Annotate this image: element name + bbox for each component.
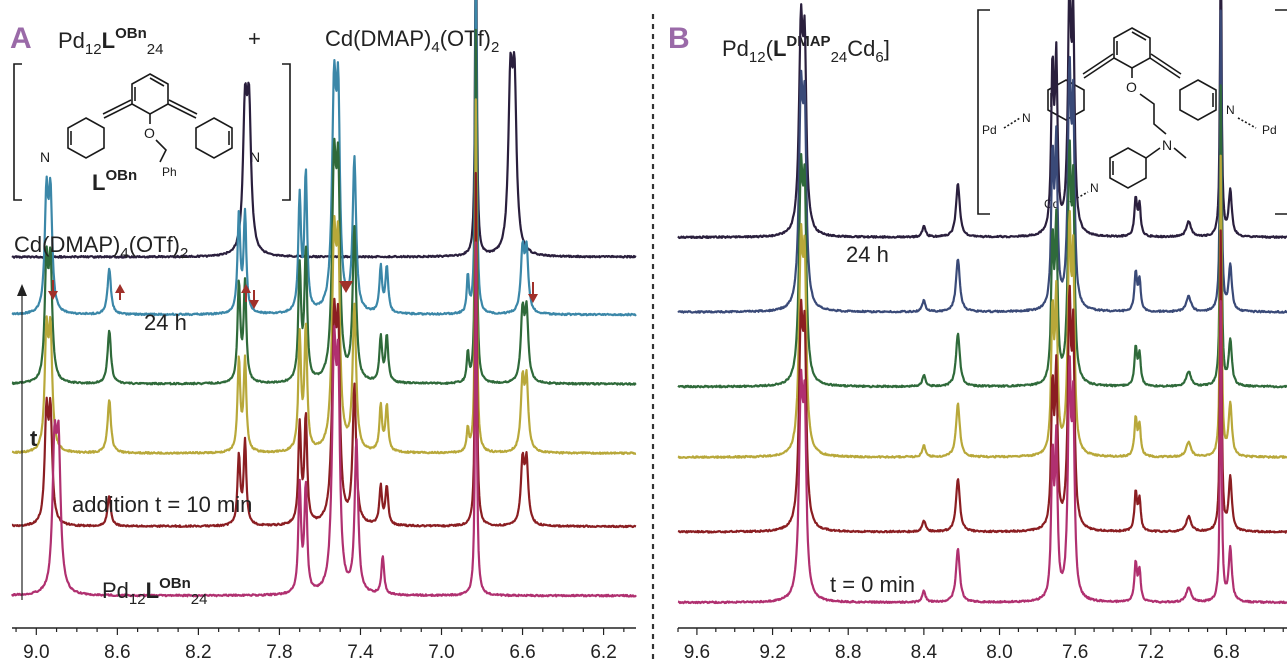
panel-b-title: Pd12(LDMAP24Cd6] xyxy=(722,33,890,66)
spectrum-trace-a-5 xyxy=(11,171,637,529)
panel-b-x-axis: 9.6 9.2 8.8 8.4 8.0 7.6 7.2 6.8 xyxy=(677,627,1287,663)
x-tick-label: 6.6 xyxy=(509,642,535,663)
spectrum-trace-a-1 xyxy=(11,0,637,259)
x-tick-label: 8.6 xyxy=(104,642,130,663)
x-tick-label: 9.2 xyxy=(759,642,785,663)
panel-a-letter: A xyxy=(10,22,32,55)
central-ring-b xyxy=(1113,27,1151,69)
x-tick-label: 8.8 xyxy=(835,642,861,663)
bottom-pyridine-b xyxy=(1109,147,1147,189)
spectrum-trace-b-1 xyxy=(677,0,1287,240)
x-tick-label: 6.8 xyxy=(1213,642,1239,663)
x-tick-label: 7.8 xyxy=(266,642,292,663)
right-pyridine xyxy=(195,117,233,159)
panel-a-trace-labels: Cd(DMAP)4(OTf)2 24 h addition t = 10 min… xyxy=(14,232,252,608)
x-tick-label: 7.0 xyxy=(428,642,454,663)
spectrum-trace-b-6 xyxy=(677,300,1287,605)
atom-n-right: N xyxy=(250,149,260,165)
atom-n-bottom: N xyxy=(1090,181,1099,195)
spectrum-trace-a-4 xyxy=(11,98,637,456)
atom-o: O xyxy=(144,125,155,141)
spectrum-trace-a-3 xyxy=(11,28,637,386)
panel-b-header: B Pd12(LDMAP24Cd6] xyxy=(668,22,890,66)
label-cd-reagent: Cd(DMAP)4(OTf)2 xyxy=(14,232,188,262)
panel-b-trace-labels: 24 h t = 0 min xyxy=(830,242,915,597)
left-pyridine-b xyxy=(1047,79,1085,121)
label-addition: addition t = 10 min xyxy=(72,492,252,517)
atom-pd-left: Pd xyxy=(982,123,997,137)
x-tick-label: 7.2 xyxy=(1138,642,1164,663)
x-tick-label: 7.4 xyxy=(347,642,374,663)
right-pyridine-b xyxy=(1179,79,1217,121)
shift-arrow-down-3 xyxy=(528,282,538,303)
atom-n-left-b: N xyxy=(1022,111,1031,125)
left-pyridine xyxy=(67,117,105,159)
ligand-obn-structure: N N O Ph LOBn xyxy=(13,63,291,201)
atom-n-left: N xyxy=(40,149,50,165)
right-bracket xyxy=(282,63,291,201)
label-24h-b: 24 h xyxy=(846,242,889,267)
label-t0-b: t = 0 min xyxy=(830,572,915,597)
ligand-dmap-structure: Pd N N Pd O N N Cd xyxy=(977,9,1287,215)
left-bracket xyxy=(13,63,22,201)
panel-a-x-axis: 9.0 8.6 8.2 7.8 7.4 7.0 6.6 6.2 xyxy=(12,627,636,663)
spectrum-trace-b-3 xyxy=(677,84,1287,389)
spectrum-trace-a-2 xyxy=(11,0,637,317)
x-tick-label: 9.6 xyxy=(684,642,710,663)
panel-b-letter: B xyxy=(668,22,690,55)
panel-a-spectra xyxy=(11,0,637,598)
ligand-label: LOBn xyxy=(92,167,137,195)
x-tick-label: 8.0 xyxy=(986,642,1012,663)
atom-o-b: O xyxy=(1126,79,1137,95)
atom-n-amine: N xyxy=(1162,137,1172,153)
x-tick-label: 6.2 xyxy=(590,642,616,663)
time-arrow-head xyxy=(17,284,27,296)
panel-a-reagent: Cd(DMAP)4(OTf)2 xyxy=(325,26,499,56)
shift-arrow-down-2 xyxy=(249,290,259,309)
left-bracket-b xyxy=(977,9,990,215)
plus-sign: + xyxy=(248,26,261,51)
label-cage-obn: Pd12LOBn24 xyxy=(102,575,207,608)
right-bracket-b xyxy=(1275,9,1287,215)
x-tick-label: 9.0 xyxy=(23,642,49,663)
x-tick-label: 7.6 xyxy=(1062,642,1088,663)
x-tick-label: 8.2 xyxy=(185,642,211,663)
spectrum-trace-b-4 xyxy=(677,154,1287,459)
x-tick-label: 8.4 xyxy=(911,642,938,663)
label-24h-a: 24 h xyxy=(144,310,187,335)
time-arrow-label: t xyxy=(30,426,38,451)
shift-arrow-up-2 xyxy=(241,284,251,302)
shift-arrows xyxy=(48,280,538,309)
spectrum-trace-b-5 xyxy=(677,229,1287,534)
shift-arrow-down-1 xyxy=(48,280,58,300)
panel-b-spectra xyxy=(677,0,1287,605)
spectrum-trace-a-6 xyxy=(11,241,637,598)
atom-pd-right: Pd xyxy=(1262,123,1277,137)
shift-arrow-triangle xyxy=(339,281,353,293)
panel-a-title: Pd12LOBn24 xyxy=(58,25,163,58)
panel-a-header: A Pd12LOBn24 + Cd(DMAP)4(OTf)2 xyxy=(10,22,499,58)
shift-arrow-up-1 xyxy=(115,284,125,300)
central-ring xyxy=(131,73,169,115)
atom-ph: Ph xyxy=(162,165,177,179)
atom-n-right-b: N xyxy=(1226,103,1235,117)
spectrum-trace-b-2 xyxy=(677,9,1287,314)
